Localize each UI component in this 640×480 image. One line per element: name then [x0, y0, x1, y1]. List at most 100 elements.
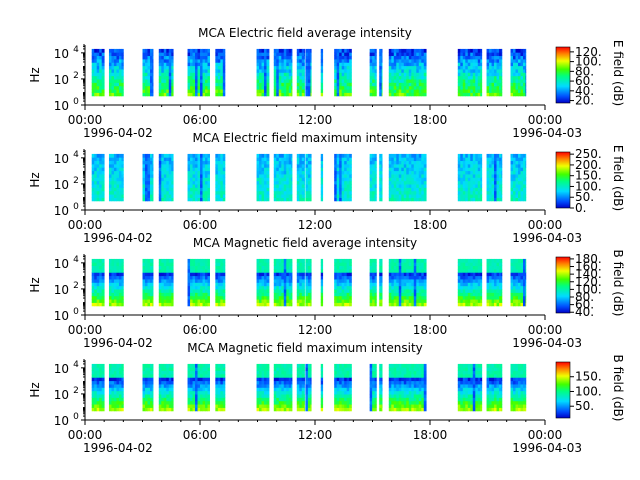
spectrogram-cell	[344, 187, 348, 192]
spectrogram-cell	[379, 295, 383, 300]
spectrogram-cell	[121, 289, 124, 293]
spectrogram-cell	[113, 177, 117, 182]
spectrogram-cell	[470, 65, 474, 70]
spectrogram-cell	[305, 92, 309, 97]
spectrogram-cell	[259, 282, 262, 287]
spectrogram-cell	[477, 184, 481, 188]
spectrogram-cell	[278, 92, 282, 97]
spectrogram-cell	[215, 160, 219, 165]
spectrogram-cell	[108, 89, 112, 93]
spectrogram-cell	[520, 62, 524, 67]
spectrogram-cell	[299, 268, 303, 273]
spectrogram-cell	[286, 272, 290, 277]
spectrogram-cell	[401, 184, 405, 188]
spectrogram-cell	[118, 160, 122, 165]
spectrogram-cell	[266, 262, 270, 267]
spectrogram-cell	[398, 75, 402, 80]
spectrogram-cell	[513, 285, 516, 290]
spectrogram-cell	[381, 82, 383, 87]
spectrogram-cell	[142, 279, 146, 283]
spectrogram-cell	[171, 258, 174, 263]
spectrogram-cell	[222, 187, 226, 192]
spectrogram-cell	[116, 190, 120, 195]
spectrogram-cell	[197, 295, 201, 300]
spectrogram-cell	[116, 394, 120, 398]
spectrogram-cell	[96, 157, 100, 162]
spectrogram-cell	[341, 177, 345, 182]
spectrogram-cell	[346, 268, 350, 273]
spectrogram-cell	[307, 268, 311, 273]
spectrogram-cell	[320, 295, 324, 300]
spectrogram-cell	[108, 387, 112, 392]
spectrogram-cell	[336, 72, 340, 77]
spectrogram-cell	[462, 275, 466, 280]
spectrogram-cell	[462, 302, 466, 307]
spectrogram-cell	[341, 187, 345, 192]
spectrogram-cell	[467, 92, 471, 97]
spectrogram-cell	[96, 295, 100, 300]
spectrogram-cell	[296, 160, 300, 165]
spectrogram-cell	[486, 279, 490, 283]
spectrogram-cell	[520, 55, 524, 60]
spectrogram-cell	[264, 167, 267, 172]
spectrogram-cell	[200, 177, 203, 182]
spectrogram-cell	[460, 279, 464, 283]
spectrogram-cell	[111, 285, 115, 290]
spectrogram-cell	[489, 289, 492, 293]
spectrogram-cell	[475, 58, 479, 63]
spectrogram-cell	[187, 190, 191, 195]
spectrogram-cell	[299, 177, 303, 182]
spectrogram-cell	[310, 184, 312, 188]
spectrogram-cell	[296, 272, 300, 277]
spectrogram-cell	[518, 302, 521, 307]
spectrogram-cell	[200, 82, 203, 87]
spectrogram-cell	[401, 75, 405, 80]
spectrogram-cell	[187, 194, 191, 198]
spectrogram-cell	[291, 295, 293, 300]
spectrogram-cell	[477, 190, 481, 195]
spectrogram-cell	[195, 299, 198, 303]
spectrogram-cell	[406, 302, 410, 307]
spectrogram-cell	[346, 58, 350, 63]
spectrogram-cell	[396, 194, 400, 198]
spectrogram-cell	[261, 268, 265, 273]
spectrogram-cell	[101, 52, 105, 57]
spectrogram-cell	[99, 65, 103, 70]
spectrogram-cell	[266, 163, 270, 168]
spectrogram-cell	[457, 58, 461, 63]
spectrogram-cell	[421, 79, 425, 83]
spectrogram-cell	[305, 272, 309, 277]
spectrogram-cell	[408, 190, 412, 195]
spectrogram-cell	[195, 275, 198, 280]
spectrogram-cell	[163, 65, 167, 70]
spectrogram-cell	[171, 58, 174, 63]
spectrogram-cell	[259, 69, 262, 73]
spectrogram-cell	[163, 292, 167, 297]
spectrogram-cell	[296, 184, 300, 188]
spectrogram-cell	[205, 262, 208, 267]
spectrogram-cell	[391, 157, 395, 162]
spectrogram-cell	[200, 163, 203, 168]
spectrogram-cell	[168, 48, 172, 53]
spectrogram-cell	[166, 268, 170, 273]
spectrogram-cell	[501, 58, 503, 63]
spectrogram-cell	[494, 190, 497, 195]
spectrogram-cell	[266, 82, 270, 87]
spectrogram-cell	[215, 197, 219, 202]
spectrogram-cell	[142, 72, 146, 77]
spectrogram-cell	[96, 397, 100, 402]
spectrogram-cell	[118, 394, 122, 398]
spectrogram-cell	[305, 157, 309, 162]
spectrogram-cell	[525, 299, 527, 303]
spectrogram-cell	[299, 52, 303, 57]
spectrogram-cell	[113, 157, 117, 162]
spectrogram-cell	[220, 194, 224, 198]
spectrogram-cell	[336, 157, 340, 162]
spectrogram-cell	[166, 275, 170, 280]
spectrogram-cell	[518, 85, 521, 90]
spectrogram-cell	[470, 163, 474, 168]
spectrogram-cell	[408, 55, 412, 60]
spectrogram-cell	[470, 55, 474, 60]
spectrogram-cell	[406, 275, 410, 280]
